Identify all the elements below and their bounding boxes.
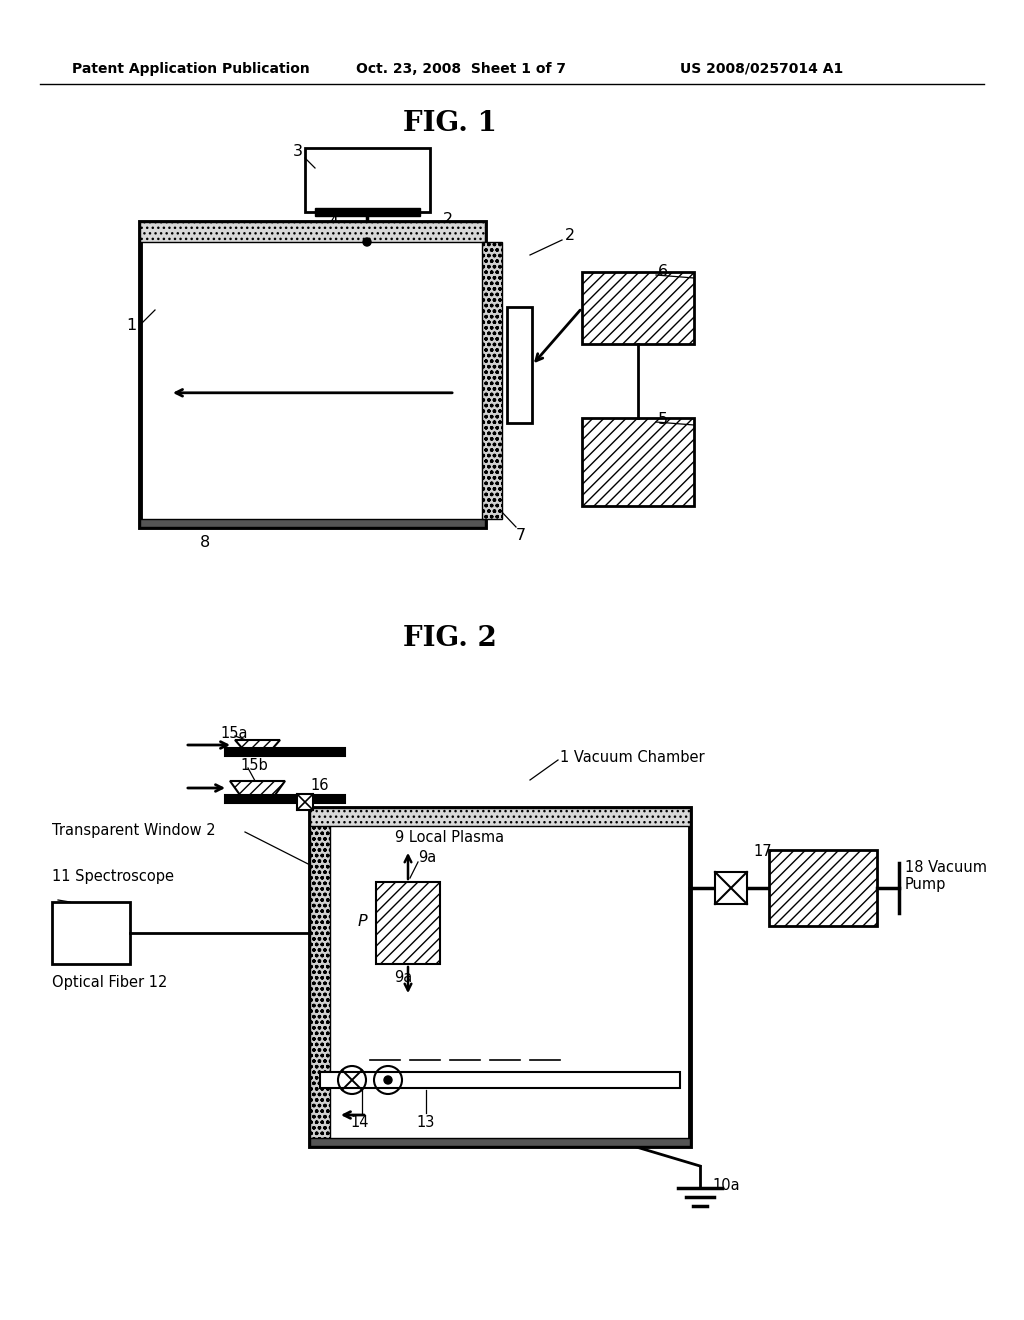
Circle shape bbox=[362, 238, 371, 246]
Text: 18 Vacuum
Pump: 18 Vacuum Pump bbox=[905, 861, 987, 892]
Text: 4: 4 bbox=[328, 215, 338, 230]
Bar bbox=[225, 795, 345, 803]
Bar bbox=[310, 808, 690, 826]
Bar bbox=[582, 272, 694, 345]
Text: FIG. 2: FIG. 2 bbox=[403, 624, 497, 652]
Polygon shape bbox=[234, 741, 280, 748]
Text: Transparent Window 2: Transparent Window 2 bbox=[52, 822, 216, 837]
Text: 3: 3 bbox=[293, 144, 303, 160]
Text: 5: 5 bbox=[658, 412, 668, 428]
Text: 2: 2 bbox=[443, 213, 454, 227]
Text: 8: 8 bbox=[200, 535, 210, 550]
Text: 9a: 9a bbox=[418, 850, 436, 866]
Bar bbox=[140, 519, 485, 527]
Text: 10a: 10a bbox=[712, 1177, 739, 1192]
Bar bbox=[140, 222, 485, 527]
Bar bbox=[52, 902, 130, 964]
Text: 15a: 15a bbox=[220, 726, 248, 741]
Text: 13: 13 bbox=[417, 1115, 435, 1130]
Bar bbox=[310, 808, 690, 1146]
Bar bbox=[140, 222, 485, 242]
Polygon shape bbox=[230, 781, 285, 795]
Text: 9 Local Plasma: 9 Local Plasma bbox=[395, 830, 504, 846]
Bar bbox=[310, 808, 330, 1146]
Text: 7: 7 bbox=[516, 528, 526, 543]
Text: Oct. 23, 2008  Sheet 1 of 7: Oct. 23, 2008 Sheet 1 of 7 bbox=[356, 62, 566, 77]
Text: 16: 16 bbox=[310, 779, 329, 793]
Text: 2: 2 bbox=[565, 228, 575, 243]
Text: Patent Application Publication: Patent Application Publication bbox=[72, 62, 309, 77]
Text: 9a: 9a bbox=[394, 970, 413, 986]
Text: US 2008/0257014 A1: US 2008/0257014 A1 bbox=[680, 62, 843, 77]
Text: P: P bbox=[358, 915, 368, 929]
Bar bbox=[715, 873, 746, 904]
Text: 1: 1 bbox=[127, 318, 137, 333]
Bar bbox=[297, 795, 313, 810]
Bar bbox=[507, 308, 532, 424]
Text: 15b: 15b bbox=[240, 759, 267, 774]
Bar bbox=[225, 748, 345, 756]
Text: 11 Spectroscope: 11 Spectroscope bbox=[52, 869, 174, 884]
Bar bbox=[319, 1072, 680, 1088]
Text: Optical Fiber 12: Optical Fiber 12 bbox=[52, 974, 167, 990]
Bar bbox=[310, 1138, 690, 1146]
Bar bbox=[582, 418, 694, 506]
Text: 17: 17 bbox=[753, 845, 772, 859]
Text: 14: 14 bbox=[351, 1115, 370, 1130]
Text: FIG. 1: FIG. 1 bbox=[403, 110, 497, 137]
Text: 6: 6 bbox=[658, 264, 668, 280]
Circle shape bbox=[384, 1076, 392, 1084]
Bar bbox=[482, 242, 502, 519]
Text: 1 Vacuum Chamber: 1 Vacuum Chamber bbox=[560, 751, 705, 766]
Bar bbox=[769, 850, 877, 927]
Bar bbox=[315, 209, 420, 216]
Bar bbox=[376, 882, 440, 964]
Bar bbox=[305, 148, 430, 213]
